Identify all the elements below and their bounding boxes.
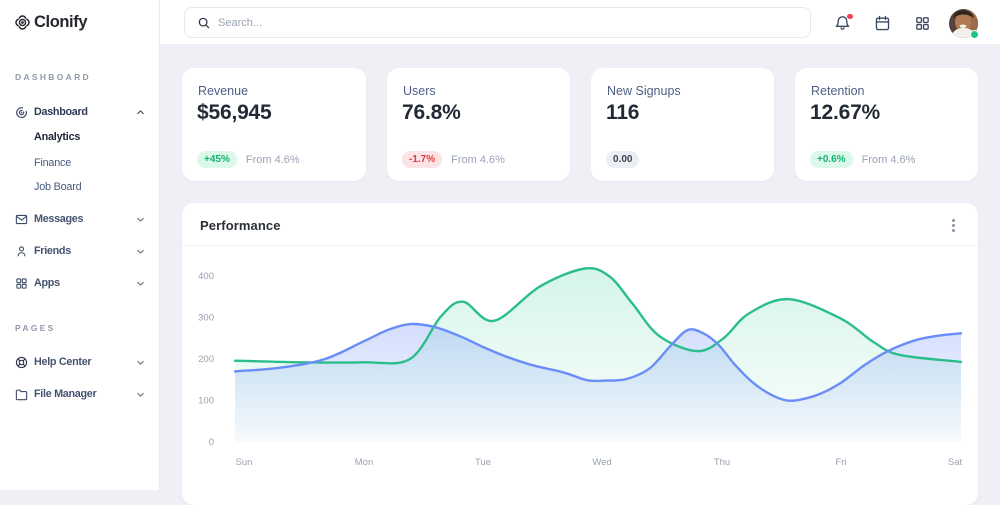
svg-text:Sun: Sun (236, 457, 253, 468)
svg-text:400: 400 (198, 271, 214, 282)
svg-text:200: 200 (198, 354, 214, 365)
svg-text:Sat: Sat (948, 457, 963, 468)
svg-text:100: 100 (198, 396, 214, 407)
svg-text:0: 0 (209, 437, 214, 448)
svg-text:Mon: Mon (355, 457, 373, 468)
svg-text:Thu: Thu (714, 457, 730, 468)
svg-text:Fri: Fri (835, 457, 846, 468)
svg-text:Tue: Tue (475, 457, 491, 468)
svg-text:300: 300 (198, 313, 214, 324)
svg-text:Wed: Wed (592, 457, 611, 468)
